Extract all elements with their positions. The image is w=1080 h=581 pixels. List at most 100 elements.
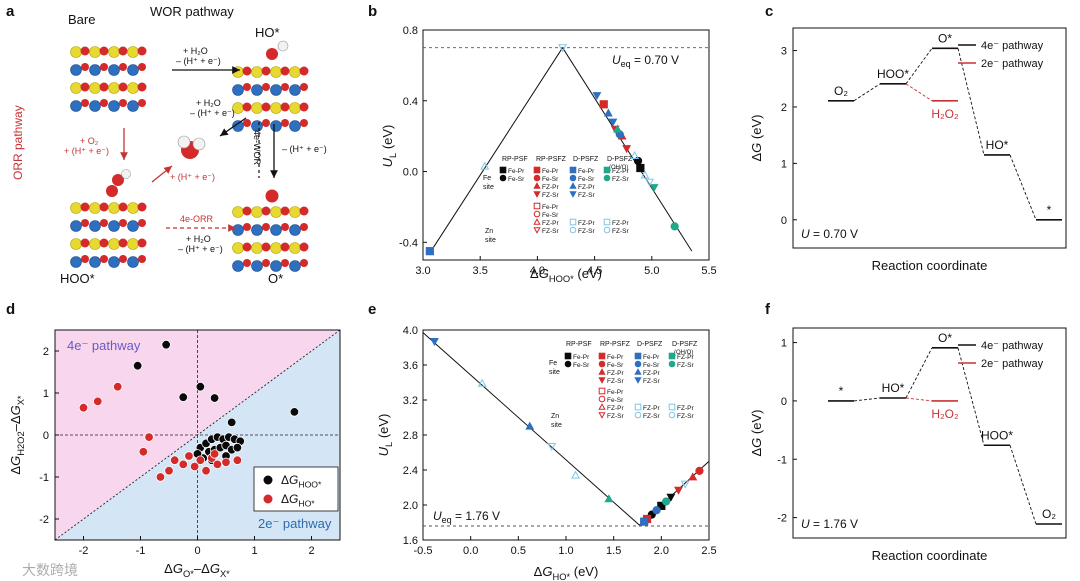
slab-hoo (70, 202, 147, 268)
data-point-d-0 (132, 361, 143, 371)
data-point-b-3 (613, 124, 622, 133)
energy-connector-f (957, 347, 985, 446)
legend-e-fe-label: Fe-Sr (643, 362, 660, 369)
atom-blue (127, 64, 139, 76)
legend-e-fe-marker (598, 368, 606, 375)
y-tick-label-e: 4.0 (403, 325, 418, 337)
ueq-u: U (612, 53, 621, 67)
data-point-e-3 (662, 497, 671, 506)
atom-red (281, 223, 289, 231)
legend-e-fe-marker (564, 352, 572, 360)
energy-connector-c (957, 48, 985, 156)
data-point-b-2 (603, 108, 613, 117)
legend-e-fe-label: FZ-Sr (677, 362, 694, 369)
energy-level-label-c: O* (938, 31, 952, 45)
chart-e: -0.5 0.0 0.5 1.0 1.5 2.0 2.5 1.6 2.0 2.4 2.8 3.2 3.6… (376, 325, 717, 581)
panel-label-d: d (6, 301, 15, 318)
legend-b-fe-label: FZ-Sr (612, 176, 629, 183)
legend-b-header-2: RP-PSFZ (536, 156, 567, 163)
x-tick-label-d: 2 (308, 545, 314, 557)
atom-red (280, 66, 290, 76)
x-axis-label-d: ΔGO*–ΔGX* (164, 561, 230, 579)
atom-red (100, 255, 108, 263)
y-tick-label-b: 0.0 (403, 167, 418, 179)
atom-red (138, 255, 146, 263)
energy-level-label-c: O₂ (834, 84, 848, 98)
legend-b-fe-label: FZ-Pr (612, 168, 629, 175)
atom-red (119, 255, 127, 263)
atom-red (80, 82, 90, 92)
data-point-d-1 (144, 432, 154, 442)
atom-red (99, 202, 109, 212)
legend-b-zn-label: Fe-Sr (542, 212, 559, 219)
legend-e-fe-label: FZ-Sr (643, 378, 660, 385)
ho-adsorbate (266, 40, 289, 60)
legend-b-zn-label: FZ-Pr (542, 220, 559, 227)
atom-yellow (232, 242, 244, 254)
atom-red (118, 238, 128, 248)
atom-red (299, 206, 309, 216)
atom-red (99, 46, 109, 56)
data-point-e-2 (652, 506, 661, 515)
energy-level-label-f: * (839, 384, 844, 398)
legend-e-fe-marker (634, 368, 642, 375)
label-part: Δ (534, 564, 543, 579)
step-top-line2: – (H⁺ + e⁻) (176, 56, 221, 66)
legend-e-fe-marker (634, 360, 642, 368)
atom-yellow (232, 206, 244, 218)
y-tick-label-e: 1.6 (403, 535, 418, 547)
y-axis-label-f: ΔG (eV) (749, 410, 764, 457)
x-tick-label-b: 5.5 (701, 265, 716, 277)
step-orr4e: 4e-ORR (180, 214, 214, 224)
u-symbol: U (801, 517, 810, 531)
label-subscript: L (384, 442, 394, 447)
atom-red (242, 102, 252, 112)
atom-red (81, 63, 89, 71)
data-point-d-0 (226, 417, 237, 428)
legend-b-fe-marker (569, 182, 577, 189)
data-point-e-2 (640, 517, 649, 526)
label-subscript: HOO* (549, 274, 574, 284)
panel-label-f: f (765, 301, 771, 318)
water-molecule (177, 135, 206, 159)
step-bottom-line1: + H₂O (186, 234, 211, 244)
atom-blue (251, 260, 263, 272)
y-axis-label-e: UL (eV) (376, 414, 394, 457)
legend-b-fe-marker (533, 182, 541, 189)
atom-red (119, 99, 127, 107)
y-tick-label-e: 2.4 (403, 465, 418, 477)
atom-yellow (108, 46, 120, 58)
data-point-d-1 (189, 461, 200, 472)
atom-blue (270, 224, 282, 236)
atom-red (243, 83, 251, 91)
atom-red (261, 102, 271, 112)
atom-red (299, 102, 309, 112)
legend-b-zn-site-1: Zn (485, 228, 493, 235)
atom-blue (232, 84, 244, 96)
y-tick-label-b: 0.4 (403, 96, 418, 108)
legend-b-zn-label: FZ-Sr (612, 228, 629, 235)
atom-red (242, 206, 252, 216)
atom-yellow (127, 46, 139, 58)
energy-connector-c (1009, 154, 1037, 220)
legend-e-zn-marker (598, 403, 606, 410)
legend-b-zn-marker (603, 218, 611, 226)
legend-4e-label-c: 4e⁻ pathway (981, 40, 1044, 52)
atom-blue (270, 84, 282, 96)
atom-yellow (289, 242, 301, 254)
label-part: (eV) (380, 125, 395, 153)
legend-b-fe-label: FZ-Sr (578, 192, 595, 199)
data-point-e-4 (571, 470, 580, 479)
atom-red (138, 99, 146, 107)
legend-e-fe-site: Fe (549, 360, 557, 367)
label-part: Δ (164, 561, 173, 576)
y-tick-label-e: 3.6 (403, 360, 418, 372)
atom-red (300, 223, 308, 231)
o-adsorbate (265, 189, 279, 203)
label-part: (eV) (574, 266, 602, 281)
data-point-d-1 (195, 455, 206, 465)
legend-b-fe-label: Fe-Pr (542, 168, 559, 175)
atom-red (281, 119, 289, 127)
chart-f: -2 -1 0 1 * HO* O* HOO* O₂ H₂O₂ 4e⁻ pathway 2e⁻ pat… (749, 327, 1067, 563)
legend-b-fe-marker (533, 166, 541, 174)
